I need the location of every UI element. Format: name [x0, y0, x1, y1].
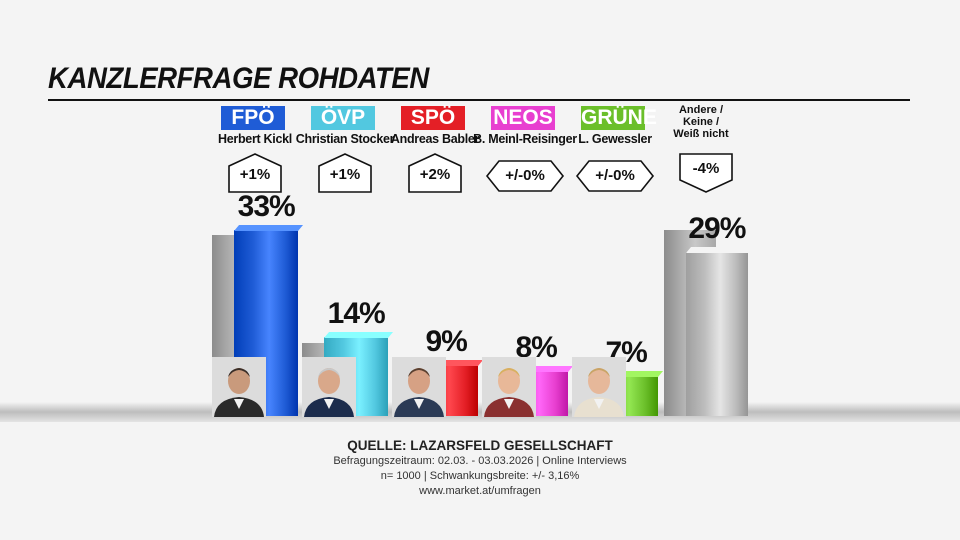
title-rule	[48, 99, 910, 101]
candidate-photo-1	[302, 357, 356, 417]
candidate-photo-2	[392, 357, 446, 417]
candidate-photo-4	[572, 357, 626, 417]
change-shape-2	[408, 153, 462, 193]
change-shape-3	[485, 160, 565, 192]
party-badge-3: NEOS	[491, 106, 555, 130]
value-label-1: 14%	[327, 296, 386, 330]
change-shape-5	[679, 153, 733, 193]
party-badge-2: SPÖ	[401, 106, 465, 130]
candidate-name-3: B. Meinl-Reisinger	[473, 132, 577, 146]
change-indicator-2: +2%	[407, 152, 463, 194]
url-text: www.market.at/umfragen	[419, 485, 541, 497]
value-label-2: 9%	[425, 325, 467, 359]
change-indicator-0: +1%	[227, 152, 283, 194]
value-label-5: 29%	[688, 212, 746, 246]
sample-text: n= 1000 | Schwankungsbreite: +/- 3,16%	[380, 470, 580, 482]
change-shape-4	[575, 160, 655, 192]
change-indicator-1: +1%	[317, 152, 373, 194]
value-label-0: 33%	[237, 189, 296, 223]
change-value-4: +/-0%	[595, 167, 635, 184]
current-bar-top-1	[324, 331, 394, 338]
change-value-0: +1%	[239, 166, 271, 183]
candidate-name-0: Herbert Kickl	[218, 132, 292, 146]
party-badge-1: ÖVP	[311, 106, 375, 130]
current-bar-top-5	[685, 247, 754, 254]
change-value-3: +/-0%	[505, 167, 545, 184]
party-badge-0: FPÖ	[221, 106, 285, 130]
change-shape-1	[318, 153, 372, 193]
candidate-name-1: Christian Stocker	[295, 132, 395, 146]
change-value-1: +1%	[329, 166, 361, 183]
others-label: Andere / Keine / Weiß nicht	[673, 104, 729, 140]
source-text: QUELLE: LAZARSFELD GESELLSCHAFT	[347, 438, 613, 453]
change-shape-0	[228, 153, 282, 193]
change-indicator-5: -4%	[678, 152, 734, 194]
change-indicator-3: +/-0%	[485, 159, 565, 193]
period-text: Befragungszeitraum: 02.03. - 03.03.2026 …	[333, 455, 627, 467]
current-bar-5	[685, 252, 748, 416]
current-bar-top-0	[234, 224, 304, 231]
candidate-name-4: L. Gewessler	[578, 132, 652, 146]
party-badge-4: GRÜNE	[581, 106, 657, 130]
change-value-2: +2%	[419, 166, 451, 183]
change-indicator-4: +/-0%	[575, 159, 655, 193]
candidate-name-2: Andreas Babler	[390, 132, 480, 146]
chart-floor	[0, 402, 960, 422]
chart-title: KANZLERFRAGE ROHDATEN	[48, 62, 429, 95]
candidate-photo-3	[482, 357, 536, 417]
candidate-photo-0	[212, 357, 266, 417]
change-value-5: -4%	[692, 160, 720, 177]
